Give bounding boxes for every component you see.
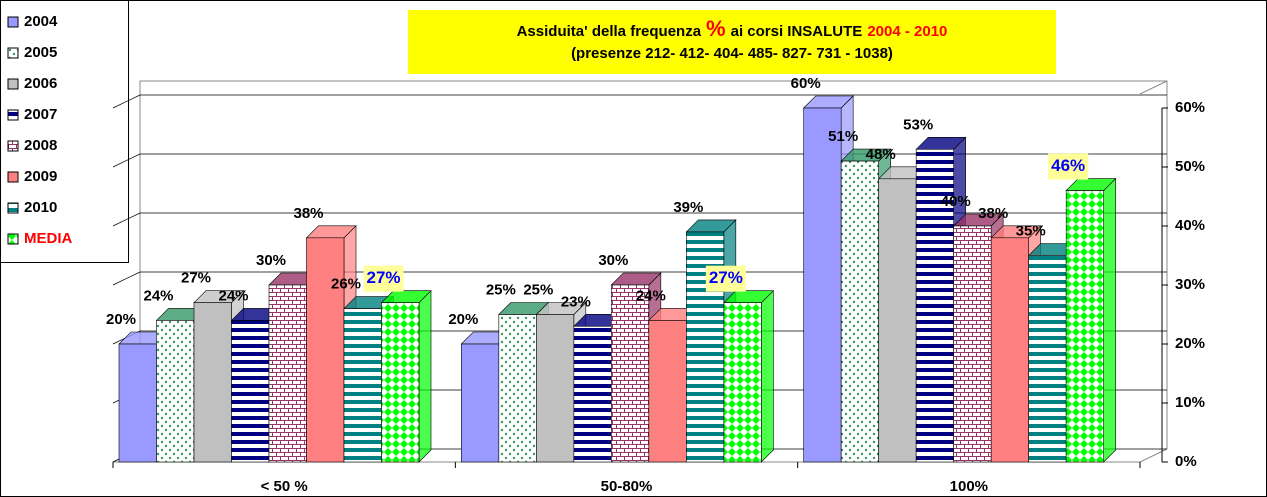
value-label: 20%	[448, 311, 478, 328]
value-label: 40%	[941, 193, 971, 210]
chart-title: Assiduita' della frequenza% ai corsi INSA…	[408, 10, 1056, 74]
legend-label: 2005	[24, 44, 57, 61]
value-label-bg	[363, 265, 404, 292]
grid-line	[112, 153, 1167, 168]
y-tick-label: 20%	[1175, 335, 1205, 352]
bar	[536, 314, 575, 463]
legend-label: 2004	[24, 13, 58, 30]
value-label: 39%	[673, 199, 703, 216]
bar-side	[418, 289, 432, 463]
value-label: 38%	[978, 205, 1008, 222]
legend-swatch	[7, 47, 19, 59]
bar	[381, 302, 420, 463]
value-label: 27%	[366, 268, 400, 287]
value-label: 30%	[598, 252, 628, 269]
bar	[156, 320, 195, 463]
legend-box	[0, 0, 129, 263]
value-label: 25%	[523, 281, 553, 298]
bar	[193, 302, 232, 463]
title-part: ai corsi INSALUTE	[730, 23, 863, 40]
y-tick-label: 30%	[1175, 276, 1205, 293]
legend-label: 2008	[24, 137, 57, 154]
bar	[990, 237, 1029, 463]
value-label: 25%	[486, 281, 516, 298]
grid-line	[112, 94, 1167, 109]
y-tick-label: 40%	[1175, 217, 1205, 234]
y-tick-label: 60%	[1175, 99, 1205, 116]
legend-swatch	[7, 16, 19, 28]
value-label: 60%	[791, 75, 821, 92]
bar	[953, 225, 992, 463]
chart-subtitle: (presenze 212- 412- 404- 485- 827- 731 -…	[571, 45, 893, 62]
x-tick-label: 50-80%	[601, 478, 653, 495]
value-label: 35%	[1016, 222, 1046, 239]
legend-swatch	[7, 202, 19, 214]
bar-side	[1103, 177, 1116, 463]
value-label: 23%	[561, 293, 591, 310]
x-tick-label: < 50 %	[261, 478, 308, 495]
bar-side	[761, 289, 774, 463]
value-label: 20%	[106, 311, 136, 328]
legend-label: 2007	[24, 106, 57, 123]
value-label: 38%	[293, 205, 323, 222]
title-part: %	[706, 16, 726, 41]
title-part: Assiduita' della frequenza	[516, 23, 702, 40]
value-label: 26%	[331, 276, 361, 293]
bar	[803, 107, 842, 463]
bar	[1028, 255, 1067, 463]
bar	[306, 237, 345, 463]
bar	[268, 284, 307, 463]
legend-label: 2006	[24, 75, 57, 92]
value-label: 24%	[218, 287, 248, 304]
back-wall	[139, 80, 1168, 449]
bar	[343, 308, 382, 463]
grid-line	[112, 212, 1167, 227]
value-label-bg	[705, 265, 746, 292]
bar	[1065, 190, 1104, 463]
legend-label: MEDIA	[24, 230, 73, 247]
value-label: 51%	[828, 128, 858, 145]
bar	[915, 149, 954, 463]
value-label: 27%	[181, 270, 211, 287]
value-label: 24%	[636, 287, 666, 304]
y-tick-label: 10%	[1175, 394, 1205, 411]
value-label-bg	[1048, 153, 1089, 180]
value-label: 46%	[1051, 156, 1085, 175]
legend-swatch	[7, 78, 19, 90]
x-tick-label: 100%	[950, 478, 988, 495]
legend-label: 2009	[24, 168, 57, 185]
value-label: 53%	[903, 116, 933, 133]
value-label: 48%	[866, 146, 896, 163]
bar	[723, 302, 762, 463]
value-label: 27%	[709, 268, 743, 287]
bar	[611, 284, 650, 463]
legend-swatch	[7, 171, 19, 183]
bar	[878, 178, 917, 463]
value-label: 30%	[256, 252, 286, 269]
bar	[231, 320, 270, 463]
y-tick-label: 0%	[1175, 453, 1197, 470]
bar	[573, 325, 612, 463]
value-label: 24%	[143, 287, 173, 304]
y-tick-label: 50%	[1175, 158, 1205, 175]
legend-label: 2010	[24, 199, 57, 216]
bar	[461, 343, 500, 463]
bar	[498, 314, 537, 463]
legend-swatch	[7, 140, 19, 152]
legend-swatch	[7, 109, 19, 121]
bar	[118, 343, 157, 463]
title-line: Assiduita' della frequenza% ai corsi INSA…	[408, 18, 1056, 43]
title-part: 2004 - 2010	[867, 23, 948, 40]
bar	[648, 320, 687, 463]
bar	[840, 160, 879, 463]
legend-swatch	[7, 233, 19, 245]
